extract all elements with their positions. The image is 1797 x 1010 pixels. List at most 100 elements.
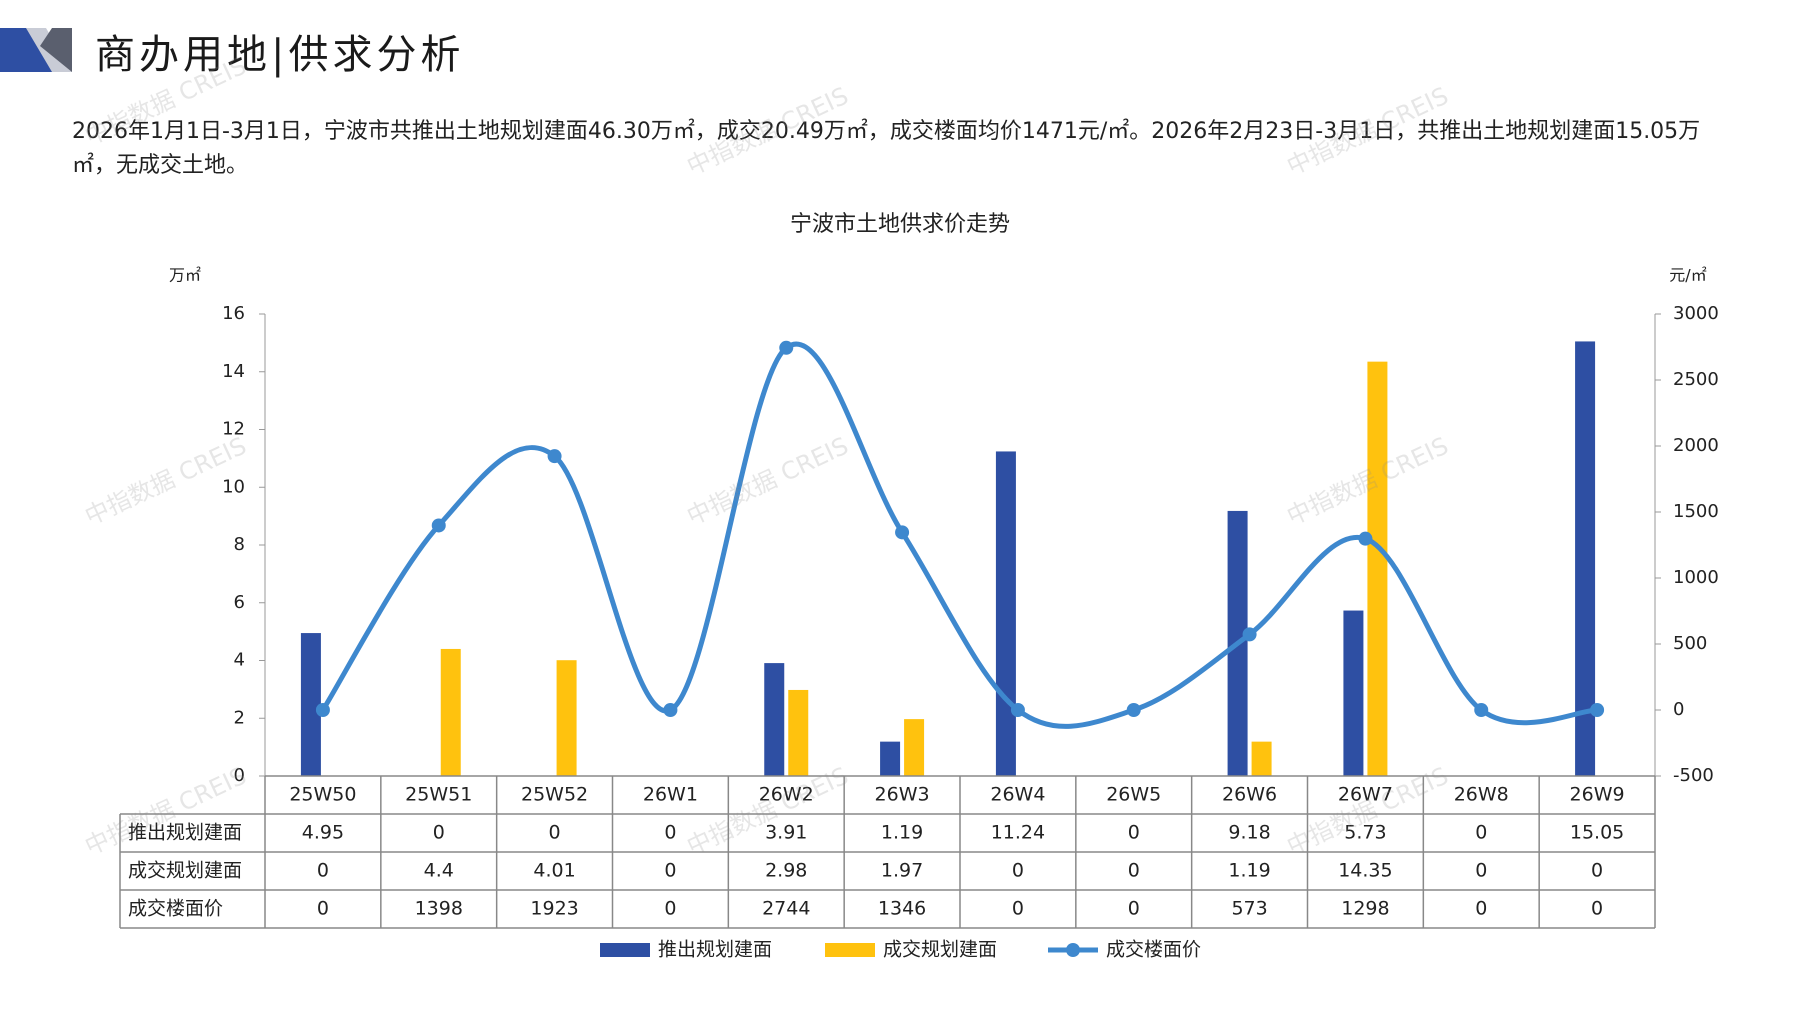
left-axis-unit: 万㎡ (169, 266, 201, 285)
legend-label-deal: 成交规划建面 (883, 939, 997, 961)
right-tick-label: 2000 (1673, 435, 1719, 456)
table-cell: 0 (664, 898, 676, 920)
table-cell: 0 (1591, 860, 1603, 882)
supply-bar (995, 451, 1016, 776)
legend-label-supply: 推出规划建面 (658, 939, 772, 961)
table-cell: 0 (317, 898, 329, 920)
legend-label-price: 成交楼面价 (1106, 939, 1201, 961)
left-tick-label: 2 (234, 707, 245, 728)
category-label: 25W52 (521, 784, 588, 806)
left-tick-label: 0 (234, 765, 245, 786)
table-cell: 1.97 (881, 860, 923, 882)
table-cell: 0 (1591, 898, 1603, 920)
deal-bar (788, 689, 809, 776)
price-point (779, 340, 794, 355)
left-tick-label: 10 (222, 476, 245, 497)
table-cell: 0 (1475, 898, 1487, 920)
table-cell: 4.01 (533, 860, 575, 882)
category-label: 25W50 (289, 784, 356, 806)
table-cell: 2744 (762, 898, 810, 920)
table-cell: 0 (1475, 860, 1487, 882)
supply-bar (1343, 610, 1364, 776)
price-point (1010, 703, 1025, 717)
left-tick-label: 14 (222, 361, 245, 382)
legend-swatch-supply (600, 943, 650, 957)
brand-logo (0, 28, 72, 72)
category-label: 26W1 (643, 784, 698, 806)
table-series-name: 成交楼面价 (128, 898, 223, 920)
summary-paragraph: 2026年1月1日-3月1日，宁波市共推出土地规划建面46.30万㎡，成交20.… (72, 119, 1701, 178)
legend-marker-price (1066, 943, 1080, 957)
table-cell: 0 (317, 860, 329, 882)
page-title: 商办用地|供求分析 (95, 32, 465, 78)
category-label: 26W5 (1106, 784, 1161, 806)
price-point (1590, 703, 1605, 717)
deal-bar (904, 719, 925, 776)
table-cell: 9.18 (1228, 822, 1270, 844)
right-tick-label: 3000 (1673, 303, 1719, 324)
table-cell: 0 (664, 822, 676, 844)
supply-bar (1575, 341, 1596, 776)
table-cell: 0 (1475, 822, 1487, 844)
table-cell: 0 (1012, 860, 1024, 882)
table-cell: 1298 (1341, 898, 1389, 920)
price-point (663, 703, 678, 717)
category-label: 26W3 (875, 784, 930, 806)
table-cell: 14.35 (1338, 860, 1392, 882)
deal-bar (556, 660, 577, 776)
table-cell: 1.19 (881, 822, 923, 844)
table-cell: 0 (433, 822, 445, 844)
table-cell: 0 (1128, 860, 1140, 882)
summary-text: 2026年1月1日-3月1日，宁波市共推出土地规划建面46.30万㎡，成交20.… (72, 115, 1742, 183)
table-cell: 4.95 (302, 822, 344, 844)
chart-title: 宁波市土地供求价走势 (790, 212, 1010, 237)
table-cell: 0 (1128, 898, 1140, 920)
table-cell: 1.19 (1228, 860, 1270, 882)
category-label: 25W51 (405, 784, 472, 806)
price-point (547, 449, 562, 464)
category-label: 26W2 (759, 784, 814, 806)
left-tick-label: 6 (234, 592, 245, 613)
legend-swatch-deal (825, 943, 875, 957)
category-label: 26W8 (1454, 784, 1509, 806)
deal-bar (1367, 361, 1388, 776)
price-point (431, 518, 446, 533)
category-label: 26W9 (1570, 784, 1625, 806)
right-tick-label: 1000 (1673, 567, 1719, 588)
right-tick-label: 1500 (1673, 501, 1719, 522)
table-cell: 15.05 (1570, 822, 1624, 844)
table-cell: 2.98 (765, 860, 807, 882)
table-cell: 5.73 (1344, 822, 1386, 844)
left-tick-label: 12 (222, 419, 245, 440)
price-point (1242, 627, 1257, 642)
left-tick-label: 8 (234, 534, 245, 555)
table-cell: 0 (1128, 822, 1140, 844)
right-tick-label: -500 (1673, 765, 1714, 786)
left-tick-label: 16 (222, 303, 245, 324)
category-label: 26W6 (1222, 784, 1277, 806)
supply-bar (880, 741, 901, 776)
supply-bar (300, 633, 321, 776)
right-tick-label: 0 (1673, 699, 1684, 720)
price-point (315, 703, 330, 717)
right-axis-unit: 元/㎡ (1669, 266, 1706, 285)
right-tick-label: 2500 (1673, 369, 1719, 390)
table-series-name: 推出规划建面 (128, 822, 242, 844)
price-point (1474, 703, 1489, 717)
table-cell: 4.4 (424, 860, 454, 882)
table-cell: 573 (1231, 898, 1267, 920)
supply-bar (764, 663, 785, 776)
price-point (1126, 703, 1141, 717)
table-cell: 1923 (530, 898, 578, 920)
deal-bar (440, 648, 461, 776)
table-cell: 11.24 (991, 822, 1045, 844)
table-series-name: 成交规划建面 (128, 860, 242, 882)
table-cell: 0 (664, 860, 676, 882)
table-cell: 3.91 (765, 822, 807, 844)
table-cell: 1398 (415, 898, 463, 920)
price-point (895, 525, 910, 540)
table-cell: 0 (549, 822, 561, 844)
left-tick-label: 4 (234, 650, 245, 671)
price-line (320, 341, 1598, 729)
